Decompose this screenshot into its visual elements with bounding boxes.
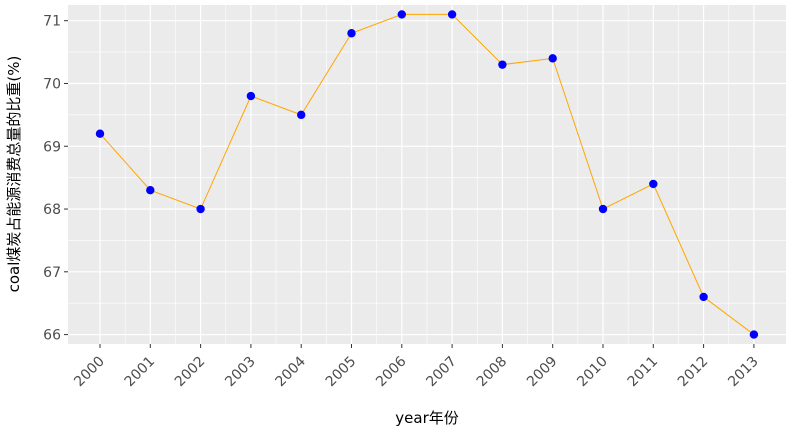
x-tick-label: 2013 xyxy=(725,354,762,391)
x-tick-label: 2012 xyxy=(675,354,712,391)
x-tick-label: 2004 xyxy=(273,353,310,390)
y-tick-label: 67 xyxy=(43,265,61,281)
data-point xyxy=(196,204,205,214)
data-point xyxy=(347,29,356,38)
x-tick-label: 2007 xyxy=(423,354,460,391)
axis-ticks xyxy=(64,20,755,348)
x-tick-label: 2006 xyxy=(373,353,410,390)
data-point xyxy=(297,110,306,120)
x-tick-label: 2010 xyxy=(574,354,611,391)
y-tick-label: 66 xyxy=(43,328,61,344)
data-point xyxy=(146,185,155,195)
y-tick-label: 68 xyxy=(43,202,61,218)
data-point xyxy=(749,330,759,339)
y-tick-labels: 66 67 68 69 70 71 xyxy=(43,14,61,344)
y-axis-title: coal煤炭占能源消费总量的比重(%) xyxy=(5,56,23,293)
data-point xyxy=(598,204,608,214)
y-tick-label: 71 xyxy=(43,14,61,30)
data-point xyxy=(397,10,406,19)
x-tick-label: 2003 xyxy=(222,354,259,391)
x-tick-label: 2001 xyxy=(122,354,159,391)
y-tick-label: 70 xyxy=(43,76,61,92)
series-line xyxy=(99,13,755,335)
minor-gridlines xyxy=(68,5,786,344)
x-tick-label: 2009 xyxy=(524,354,561,391)
major-gridlines xyxy=(68,5,786,344)
x-tick-label: 2011 xyxy=(625,354,662,391)
y-tick-label: 69 xyxy=(43,139,61,155)
x-tick-label: 2008 xyxy=(474,354,511,391)
series-line-path xyxy=(99,13,755,335)
data-point xyxy=(246,91,256,101)
data-point xyxy=(649,179,658,189)
data-point xyxy=(548,54,557,63)
data-point xyxy=(699,292,708,302)
data-point xyxy=(95,129,105,138)
x-tick-label: 2000 xyxy=(71,354,108,391)
x-tick-label: 2002 xyxy=(172,354,209,391)
data-point xyxy=(447,10,457,19)
x-axis-title: year年份 xyxy=(395,409,458,427)
series-points xyxy=(95,10,759,339)
x-tick-labels: 2000 2001 2002 2003 2004 2005 2006 2007 2008 2009… xyxy=(71,353,761,390)
x-tick-label: 2005 xyxy=(323,354,360,391)
data-point xyxy=(498,60,507,69)
